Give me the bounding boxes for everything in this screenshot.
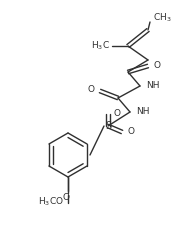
Text: O: O bbox=[113, 109, 120, 118]
Text: O: O bbox=[127, 128, 134, 136]
Text: O: O bbox=[63, 193, 69, 202]
Text: H$_3$CO: H$_3$CO bbox=[38, 196, 64, 208]
Text: O: O bbox=[88, 86, 95, 94]
Text: CH$_3$: CH$_3$ bbox=[153, 12, 172, 24]
Text: O: O bbox=[153, 61, 160, 69]
Text: H$_3$C: H$_3$C bbox=[91, 40, 110, 52]
Text: S: S bbox=[105, 121, 111, 131]
Text: NH: NH bbox=[136, 108, 150, 116]
Text: NH: NH bbox=[146, 81, 160, 91]
